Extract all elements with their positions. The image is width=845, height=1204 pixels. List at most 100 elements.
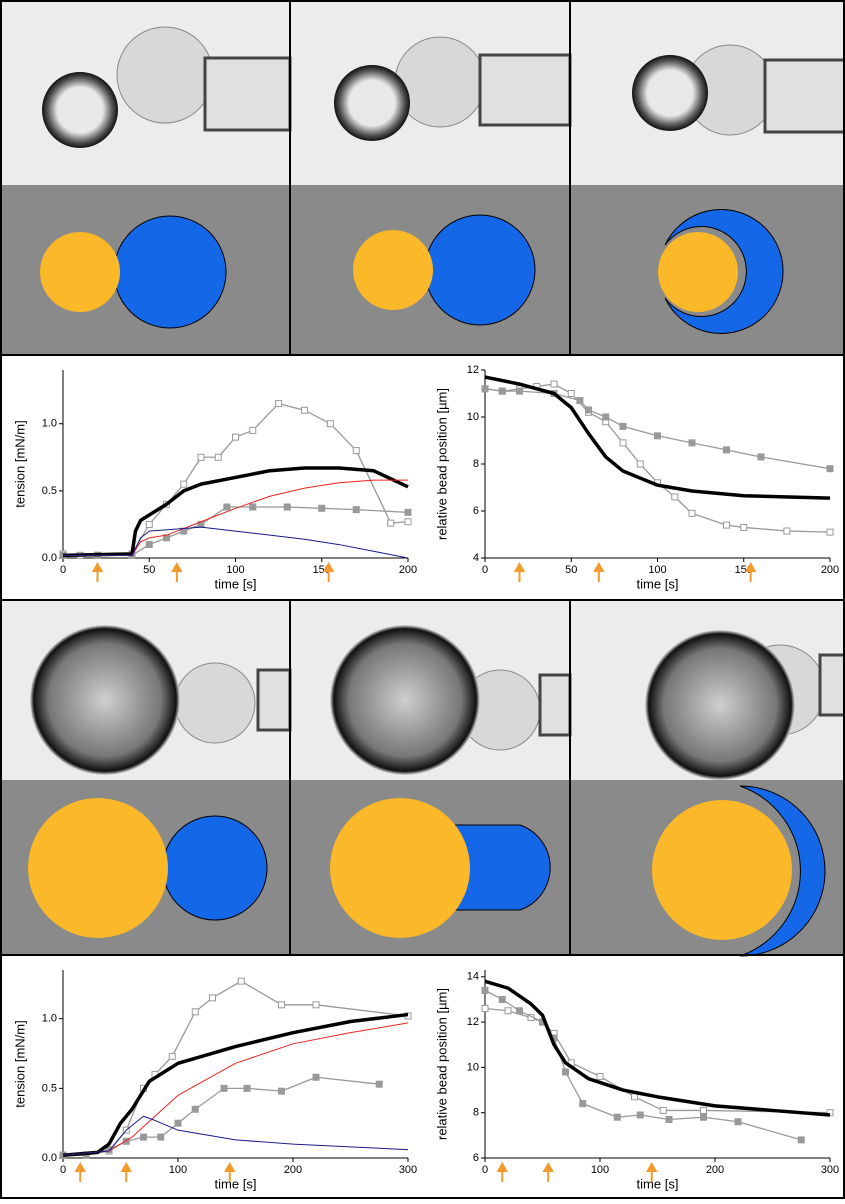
data-point	[158, 1134, 164, 1140]
y-axis-label: tension [mN/m]	[12, 1020, 27, 1107]
data-point	[603, 414, 609, 420]
data-point	[655, 433, 661, 439]
data-point	[284, 504, 290, 510]
data-point	[632, 1094, 638, 1100]
y-tick-label: 1.0	[42, 1013, 57, 1025]
data-point	[551, 381, 557, 387]
data-point	[499, 388, 505, 394]
data-point	[701, 1107, 707, 1113]
y-tick-label: 6	[473, 1152, 479, 1164]
data-point	[741, 524, 747, 530]
arrow	[76, 1164, 84, 1182]
data-point	[620, 423, 626, 429]
data-point	[250, 504, 256, 510]
data-point	[224, 504, 230, 510]
data-point	[146, 521, 152, 527]
data-point	[376, 1081, 382, 1087]
data-point	[405, 509, 411, 515]
data-point	[614, 1114, 620, 1120]
data-point	[233, 434, 239, 440]
data-point	[192, 1106, 198, 1112]
data-point	[221, 1085, 227, 1091]
data-point	[499, 996, 505, 1002]
arrow	[94, 564, 102, 582]
data-point	[210, 995, 216, 1001]
arrow	[498, 1164, 506, 1182]
y-tick-label: 12	[467, 1016, 479, 1028]
data-point	[192, 1009, 198, 1015]
data-point	[724, 447, 730, 453]
data-point	[353, 448, 359, 454]
x-tick-label: 0	[482, 564, 488, 576]
y-axis-label: tension [mN/m]	[12, 420, 27, 507]
data-point	[784, 528, 790, 534]
data-point	[620, 440, 626, 446]
data-point	[735, 1119, 741, 1125]
x-tick-label: 300	[821, 1164, 839, 1176]
y-tick-label: 0.0	[42, 1152, 57, 1164]
y-tick-label: 0.5	[42, 485, 57, 497]
data-point	[568, 391, 574, 397]
y-tick-label: 0.0	[42, 552, 57, 564]
data-point	[637, 1112, 643, 1118]
series-line	[485, 389, 830, 469]
series-line	[63, 404, 408, 556]
data-point	[181, 481, 187, 487]
x-tick-label: 100	[226, 564, 244, 576]
series-line	[485, 981, 830, 1115]
micrographs-bottom	[0, 600, 845, 780]
x-axis-label: time [s]	[637, 576, 679, 591]
micrographs-top	[0, 0, 845, 185]
data-point	[169, 1053, 175, 1059]
data-point	[517, 1008, 523, 1014]
data-point	[482, 1006, 488, 1012]
series-line	[485, 384, 830, 532]
data-point	[141, 1134, 147, 1140]
data-point	[244, 1085, 250, 1091]
data-point	[405, 519, 411, 525]
simulations-bottom	[0, 780, 845, 956]
data-point	[827, 466, 833, 472]
data-point	[580, 1101, 586, 1107]
x-tick-label: 200	[706, 1164, 724, 1176]
data-point	[198, 454, 204, 460]
series-line	[63, 480, 408, 555]
y-tick-label: 1.0	[42, 418, 57, 430]
chart: 0.00.51.0050100150200time [s]tension [mN…	[12, 370, 417, 591]
y-axis-label: relative bead position [µm]	[434, 988, 449, 1140]
y-tick-label: 4	[473, 552, 479, 564]
y-tick-label: 8	[473, 458, 479, 470]
data-point	[279, 1088, 285, 1094]
arrow	[516, 564, 524, 582]
data-point	[313, 1002, 319, 1008]
data-point	[146, 542, 152, 548]
x-tick-label: 200	[399, 564, 417, 576]
data-point	[798, 1137, 804, 1143]
x-tick-label: 0	[482, 1164, 488, 1176]
x-axis-label: time [s]	[215, 1176, 257, 1191]
data-point	[482, 987, 488, 993]
x-axis-label: time [s]	[637, 1176, 679, 1191]
data-point	[660, 1107, 666, 1113]
y-tick-label: 10	[467, 1061, 479, 1073]
arrow	[544, 1164, 552, 1182]
data-point	[215, 454, 221, 460]
x-tick-label: 300	[399, 1164, 417, 1176]
y-tick-label: 0.5	[42, 1082, 57, 1094]
arrow	[173, 564, 181, 582]
data-point	[313, 1074, 319, 1080]
x-tick-label: 100	[648, 564, 666, 576]
data-point	[505, 1008, 511, 1014]
data-point	[577, 398, 583, 404]
x-tick-label: 100	[591, 1164, 609, 1176]
x-tick-label: 0	[60, 1164, 66, 1176]
series-line	[63, 1015, 408, 1156]
data-point	[701, 1114, 707, 1120]
data-point	[250, 427, 256, 433]
chart: 4681012050100150200time [s]relative bead…	[434, 364, 839, 592]
data-point	[319, 505, 325, 511]
data-point	[724, 522, 730, 528]
arrow	[595, 564, 603, 582]
